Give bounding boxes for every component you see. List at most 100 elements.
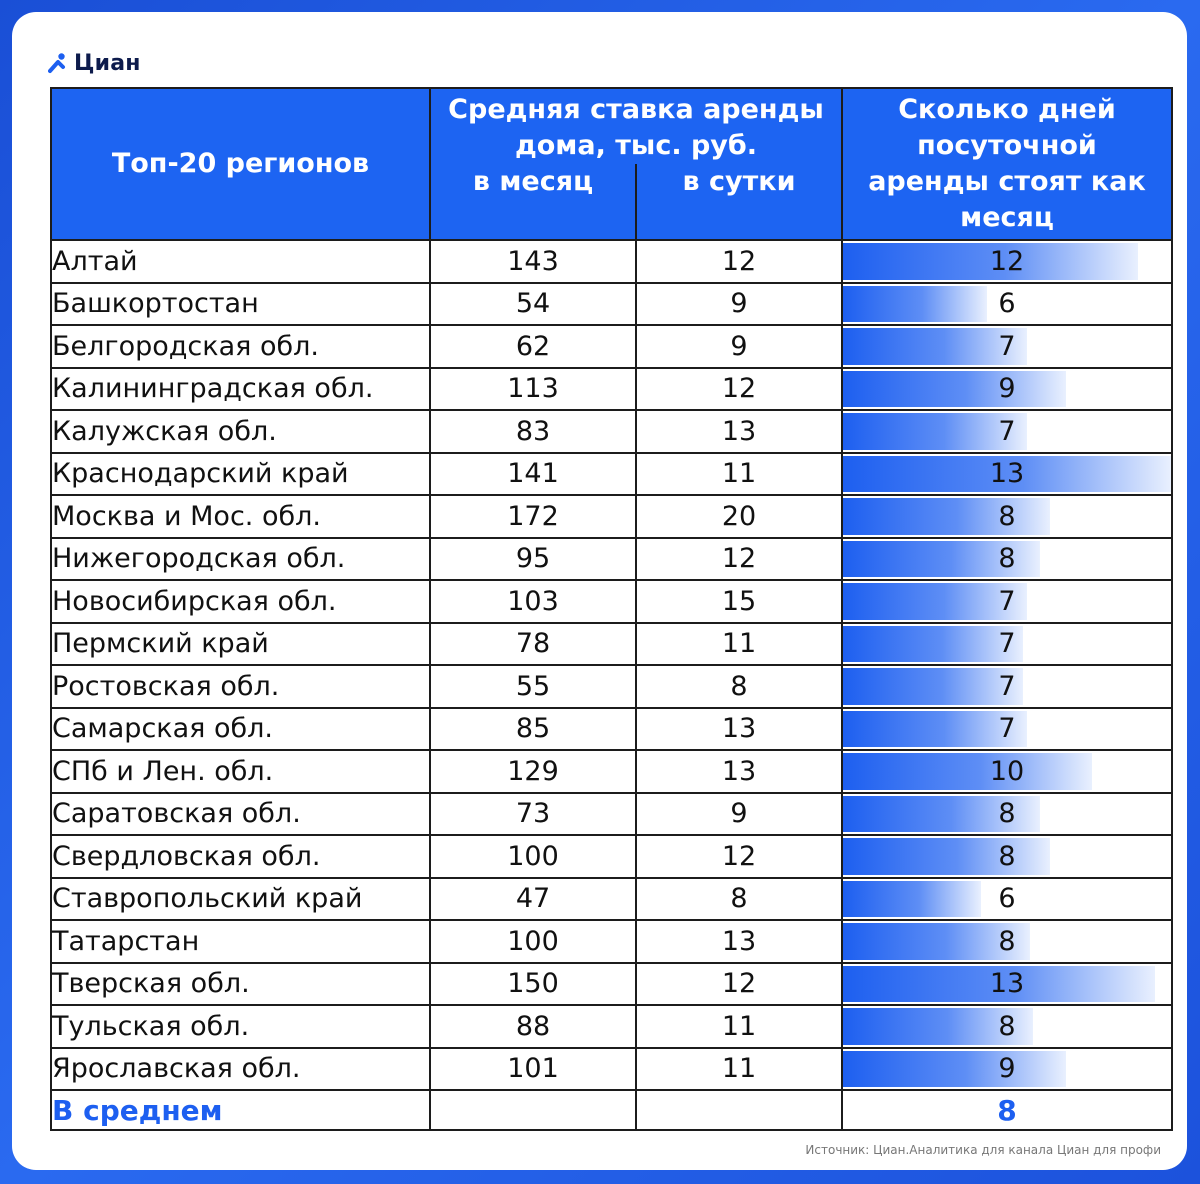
days-value: 7	[998, 330, 1016, 362]
table-row: Пермский край 78 11 7	[50, 621, 1173, 666]
daily-rate: 11	[635, 1004, 843, 1049]
table-row: Тульская обл. 88 11 8	[50, 1004, 1173, 1049]
days-bar	[843, 625, 1024, 662]
region-name: Татарстан	[50, 919, 431, 964]
days-value: 9	[998, 373, 1016, 405]
days-value: 7	[998, 670, 1016, 702]
monthly-rate: 150	[429, 961, 637, 1006]
days-bar	[843, 923, 1030, 960]
table-row: Новосибирская обл. 103 15 7	[50, 579, 1173, 624]
days-cell: 7	[841, 324, 1173, 369]
region-name: Тверская обл.	[50, 961, 431, 1006]
region-name: Свердловская обл.	[50, 834, 431, 879]
days-bar	[843, 668, 1024, 705]
monthly-rate: 100	[429, 919, 637, 964]
days-bar	[843, 370, 1067, 407]
region-name: Ярославская обл.	[50, 1046, 431, 1091]
days-value: 13	[989, 458, 1025, 490]
region-name: СПб и Лен. обл.	[50, 749, 431, 794]
table-row: Москва и Мос. обл. 172 20 8	[50, 494, 1173, 539]
days-value: 8	[998, 500, 1016, 532]
days-cell: 9	[841, 366, 1173, 411]
rent-rates-table: Топ-20 регионов Средняя ставка аренды до…	[50, 87, 1173, 1131]
header-month: в месяц	[429, 164, 637, 241]
days-bar	[843, 710, 1027, 747]
table-row: Алтай 143 12 12	[50, 239, 1173, 284]
monthly-rate: 78	[429, 621, 637, 666]
monthly-rate: 141	[429, 451, 637, 496]
average-row: В среднем 8	[50, 1089, 1173, 1131]
daily-rate: 13	[635, 409, 843, 454]
monthly-rate: 83	[429, 409, 637, 454]
days-value: 7	[998, 713, 1016, 745]
days-bar	[843, 880, 981, 917]
daily-rate: 12	[635, 366, 843, 411]
region-name: Нижегородская обл.	[50, 536, 431, 581]
region-name: Белгородская обл.	[50, 324, 431, 369]
daily-rate: 20	[635, 494, 843, 539]
header-regions: Топ-20 регионов	[50, 87, 431, 241]
daily-rate: 9	[635, 281, 843, 326]
days-value: 12	[989, 245, 1025, 277]
monthly-rate: 55	[429, 664, 637, 709]
table-row: Саратовская обл. 73 9 8	[50, 791, 1173, 836]
days-bar	[843, 285, 988, 322]
monthly-rate: 95	[429, 536, 637, 581]
region-name: Калужская обл.	[50, 409, 431, 454]
average-days: 8	[841, 1089, 1173, 1131]
monthly-rate: 54	[429, 281, 637, 326]
region-name: Алтай	[50, 239, 431, 284]
table-body: Алтай 143 12 12 Башкортостан 54 9 6 Белгородская…	[50, 239, 1173, 1091]
region-name: Саратовская обл.	[50, 791, 431, 836]
days-bar	[843, 795, 1040, 832]
days-cell: 6	[841, 281, 1173, 326]
average-month-cell	[429, 1089, 637, 1131]
days-cell: 10	[841, 749, 1173, 794]
days-bar	[843, 540, 1040, 577]
table-row: Краснодарский край 141 11 13	[50, 451, 1173, 496]
monthly-rate: 73	[429, 791, 637, 836]
monthly-rate: 62	[429, 324, 637, 369]
table-row: Свердловская обл. 100 12 8	[50, 834, 1173, 879]
daily-rate: 12	[635, 239, 843, 284]
days-cell: 13	[841, 961, 1173, 1006]
days-cell: 8	[841, 834, 1173, 879]
days-value: 6	[998, 883, 1016, 915]
region-name: Новосибирская обл.	[50, 579, 431, 624]
days-bar	[843, 1008, 1034, 1045]
header-days: Сколько дней посуточной аренды стоят как…	[841, 87, 1173, 241]
brand-name: Циан	[74, 50, 141, 76]
average-label: В среднем	[50, 1089, 431, 1131]
region-name: Москва и Мос. обл.	[50, 494, 431, 539]
daily-rate: 11	[635, 1046, 843, 1091]
monthly-rate: 85	[429, 706, 637, 751]
infographic-card: Циан Топ-20 регионов Средняя ставка арен…	[12, 12, 1187, 1170]
daily-rate: 13	[635, 706, 843, 751]
table-row: СПб и Лен. обл. 129 13 10	[50, 749, 1173, 794]
days-bar	[843, 753, 1093, 790]
cian-logo-icon	[48, 53, 65, 73]
daily-rate: 8	[635, 664, 843, 709]
monthly-rate: 47	[429, 876, 637, 921]
table-row: Калужская обл. 83 13 7	[50, 409, 1173, 454]
monthly-rate: 129	[429, 749, 637, 794]
table-row: Белгородская обл. 62 9 7	[50, 324, 1173, 369]
daily-rate: 13	[635, 919, 843, 964]
days-cell: 7	[841, 706, 1173, 751]
daily-rate: 8	[635, 876, 843, 921]
daily-rate: 11	[635, 451, 843, 496]
days-bar	[843, 583, 1027, 620]
days-bar	[843, 965, 1155, 1002]
daily-rate: 13	[635, 749, 843, 794]
table-row: Тверская обл. 150 12 13	[50, 961, 1173, 1006]
region-name: Самарская обл.	[50, 706, 431, 751]
days-bar	[843, 838, 1050, 875]
days-value: 8	[998, 798, 1016, 830]
days-cell: 12	[841, 239, 1173, 284]
days-value: 8	[998, 925, 1016, 957]
monthly-rate: 100	[429, 834, 637, 879]
daily-rate: 15	[635, 579, 843, 624]
brand-logo: Циан	[48, 48, 141, 78]
daily-rate: 9	[635, 324, 843, 369]
days-value: 7	[998, 628, 1016, 660]
